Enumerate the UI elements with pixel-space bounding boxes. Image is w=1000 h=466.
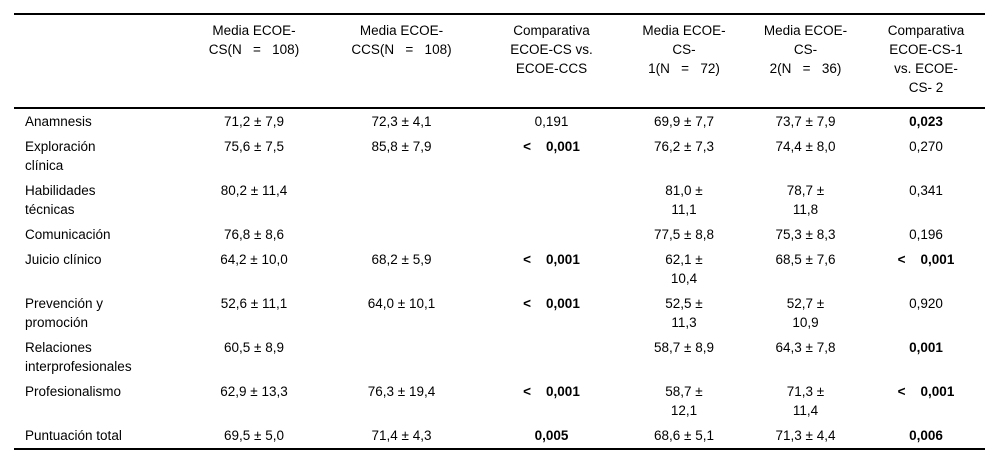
cell: 73,7 ± 7,9 [775,114,836,129]
cell: 62,9 ± 13,3 [220,384,288,399]
cell [324,178,479,222]
cell: 71,2 ± 7,9 [224,114,284,129]
cell: < 0,001 [523,139,580,154]
cell: 85,8 ± 7,9 [371,139,432,154]
cell: 80,2 ± 11,4 [220,183,288,198]
cell: 62,1 ± 10,4 [665,252,703,286]
cell: 0,341 [909,183,943,198]
cell: 71,3 ± 11,4 [786,384,825,418]
cell: 64,2 ± 10,0 [220,252,288,267]
cell [324,222,479,247]
table-row: Profesionalismo 62,9 ± 13,3 76,3 ± 19,4 … [14,379,985,423]
cell: < 0,001 [897,384,955,399]
row-label: Exploración clínica [25,139,96,173]
cell: 81,0 ± 11,1 [665,183,703,217]
row-label: Comunicación [25,227,111,242]
results-table: Media ECOE- CS(N = 108) Media ECOE- CCS(… [14,13,985,450]
cell: 71,4 ± 4,3 [371,428,432,443]
table-row: Habilidades técnicas 80,2 ± 11,4 81,0 ± … [14,178,985,222]
row-label: Prevención y promoción [25,296,104,330]
cell: 75,3 ± 8,3 [775,227,836,242]
cell: 77,5 ± 8,8 [654,227,714,242]
cell: 64,0 ± 10,1 [367,296,436,311]
header-row: Media ECOE- CS(N = 108) Media ECOE- CCS(… [14,14,985,109]
table-row: Puntuación total 69,5 ± 5,0 71,4 ± 4,3 0… [14,423,985,449]
cell: < 0,001 [523,384,580,399]
cell: 64,3 ± 7,8 [775,340,836,355]
cell: 76,3 ± 19,4 [367,384,436,399]
cell: 58,7 ± 8,9 [654,340,714,355]
table-row: Exploración clínica 75,6 ± 7,5 85,8 ± 7,… [14,134,985,178]
column-header-media-ecoe-ccs: Media ECOE- CCS(N = 108) [324,14,479,109]
cell: 78,7 ± 11,8 [786,183,825,217]
cell [479,222,624,247]
cell: 76,8 ± 8,6 [224,227,284,242]
cell: 0,023 [909,114,943,129]
cell: 72,3 ± 4,1 [371,114,432,129]
cell: 68,6 ± 5,1 [654,428,714,443]
cell: 0,920 [909,296,943,311]
row-label: Relaciones interprofesionales [25,340,132,374]
cell [479,178,624,222]
cell: 52,5 ± 11,3 [665,296,703,330]
cell: 68,5 ± 7,6 [775,252,836,267]
row-label: Habilidades técnicas [25,183,96,217]
table-row: Relaciones interprofesionales 60,5 ± 8,9… [14,335,985,379]
table-row: Anamnesis 71,2 ± 7,9 72,3 ± 4,1 0,191 69… [14,108,985,134]
cell: 58,7 ± 12,1 [665,384,703,418]
cell [324,335,479,379]
row-label: Puntuación total [25,428,122,443]
cell: 74,4 ± 8,0 [775,139,836,154]
cell: 69,5 ± 5,0 [224,428,284,443]
cell: 52,6 ± 11,1 [220,296,288,311]
table-row: Comunicación 76,8 ± 8,6 77,5 ± 8,8 75,3 … [14,222,985,247]
column-header-media-ecoe-cs2: Media ECOE- CS- 2(N = 36) [744,14,867,109]
cell: 0,001 [909,340,943,355]
cell: 0,191 [534,114,569,129]
cell: 68,2 ± 5,9 [371,252,432,267]
row-label: Anamnesis [25,114,92,129]
column-header-empty [14,14,184,109]
cell: 0,006 [909,428,943,443]
cell: 75,6 ± 7,5 [224,139,284,154]
cell: 71,3 ± 4,4 [775,428,836,443]
column-header-comparativa-cs-ccs: Comparativa ECOE-CS vs. ECOE-CCS [479,14,624,109]
cell: < 0,001 [523,296,580,311]
table-row: Juicio clínico 64,2 ± 10,0 68,2 ± 5,9 < … [14,247,985,291]
cell: 0,270 [909,139,943,154]
column-header-comparativa-cs1-cs2: Comparativa ECOE-CS-1 vs. ECOE- CS- 2 [867,14,985,109]
column-header-media-ecoe-cs: Media ECOE- CS(N = 108) [184,14,324,109]
column-header-media-ecoe-cs1: Media ECOE- CS- 1(N = 72) [624,14,744,109]
cell: 69,9 ± 7,7 [654,114,714,129]
cell: 76,2 ± 7,3 [654,139,714,154]
cell: < 0,001 [897,252,955,267]
cell: 52,7 ± 10,9 [786,296,825,330]
cell [479,335,624,379]
cell: 0,196 [909,227,943,242]
row-label: Profesionalismo [25,384,122,399]
cell: 0,005 [534,428,569,443]
row-label: Juicio clínico [25,252,102,267]
cell: 60,5 ± 8,9 [224,340,284,355]
table-row: Prevención y promoción 52,6 ± 11,1 64,0 … [14,291,985,335]
cell: < 0,001 [523,252,580,267]
